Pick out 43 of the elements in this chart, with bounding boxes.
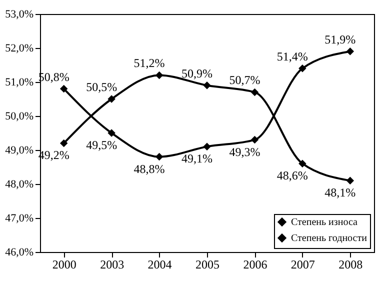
x-tick-label: 2005	[196, 258, 220, 272]
point	[155, 152, 164, 161]
data-label: 49,1%	[182, 152, 212, 166]
x-tick-label: 2000	[52, 258, 76, 272]
data-label: 51,2%	[134, 56, 165, 70]
data-label: 49,3%	[229, 144, 260, 159]
x-tick-label: 2007	[290, 258, 315, 272]
data-label: 50,5%	[86, 80, 118, 94]
point	[346, 176, 354, 184]
point	[203, 142, 211, 150]
x-tick-label: 2008	[338, 258, 363, 272]
y-tick-label: 47,0%	[5, 212, 34, 224]
point	[346, 48, 354, 56]
data-label: 51,4%	[276, 49, 308, 64]
point	[108, 129, 116, 137]
point	[250, 136, 259, 144]
data-label: 48,1%	[324, 186, 356, 200]
data-label: 48,8%	[134, 162, 165, 176]
data-label: 49,5%	[86, 138, 118, 152]
point	[60, 84, 68, 93]
point	[155, 71, 164, 80]
point	[203, 82, 211, 90]
y-tick-label: 48,0%	[5, 178, 34, 190]
y-tick-label: 49,0%	[5, 144, 34, 156]
data-label: 51,9%	[324, 32, 356, 46]
point	[60, 139, 68, 148]
point	[298, 64, 306, 72]
y-tick-label: 46,0%	[5, 246, 34, 258]
y-tick-label: 51,0%	[5, 76, 34, 88]
x-tick-label: 2003	[100, 258, 124, 272]
data-label: 50,7%	[229, 73, 260, 88]
x-tick-label: 2004	[148, 258, 172, 272]
y-tick-label: 50,0%	[5, 110, 34, 122]
legend-label: Степень годности	[291, 233, 368, 244]
x-tick-label: 2006	[243, 258, 268, 272]
y-tick-label: 53,0%	[5, 8, 34, 20]
point	[250, 88, 259, 96]
point	[298, 160, 306, 168]
legend-label: Степень износа	[291, 217, 358, 228]
data-label: 50,9%	[182, 66, 212, 80]
point	[108, 95, 116, 103]
y-tick-label: 52,0%	[5, 42, 34, 54]
data-label: 48,6%	[276, 168, 308, 183]
